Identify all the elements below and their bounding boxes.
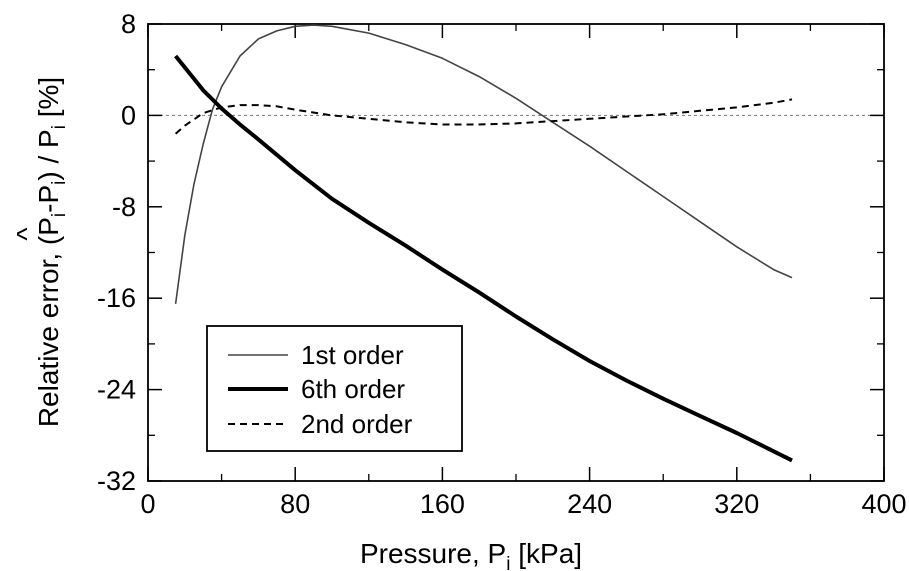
legend-label-6th-order: 6th order bbox=[301, 374, 405, 404]
x-tick-label: 240 bbox=[567, 489, 612, 519]
series-line-6th-order bbox=[174, 54, 793, 463]
legend-label-1st-order: 1st order bbox=[301, 340, 404, 370]
y-tick-label: -24 bbox=[97, 375, 136, 405]
series-line-2nd-order bbox=[174, 98, 793, 135]
series-line-1st-order bbox=[174, 24, 793, 305]
x-tick-label: 400 bbox=[861, 489, 906, 519]
legend-label-2nd-order: 2nd order bbox=[301, 409, 413, 439]
legend: 1st order 6th order 2nd order bbox=[206, 325, 463, 452]
y-tick-label: -32 bbox=[97, 466, 136, 496]
y-tick-label: 8 bbox=[121, 9, 136, 39]
x-tick-label: 80 bbox=[280, 489, 310, 519]
svg-text:Relative error, (Pi-Pi) / Pi [: Relative error, (Pi-Pi) / Pi [%] bbox=[33, 77, 70, 427]
y-axis-ticks: -32 -24 -16 -8 0 8 bbox=[97, 9, 884, 496]
x-tick-label: 0 bbox=[140, 489, 155, 519]
y-tick-label: -8 bbox=[112, 192, 136, 222]
y-tick-label: -16 bbox=[97, 283, 136, 313]
x-tick-label: 160 bbox=[420, 489, 465, 519]
y-axis-title: Relative error, (Pi-Pi) / Pi [%] ^ bbox=[11, 77, 70, 427]
x-tick-label: 320 bbox=[714, 489, 759, 519]
x-axis-title: Pressure, Pi [kPa] bbox=[360, 538, 582, 571]
y-tick-label: 0 bbox=[121, 100, 136, 130]
series-lines bbox=[174, 24, 793, 463]
x-axis-ticks: 0 80 160 240 320 400 bbox=[140, 24, 907, 519]
p-hat-mark: ^ bbox=[11, 227, 42, 240]
